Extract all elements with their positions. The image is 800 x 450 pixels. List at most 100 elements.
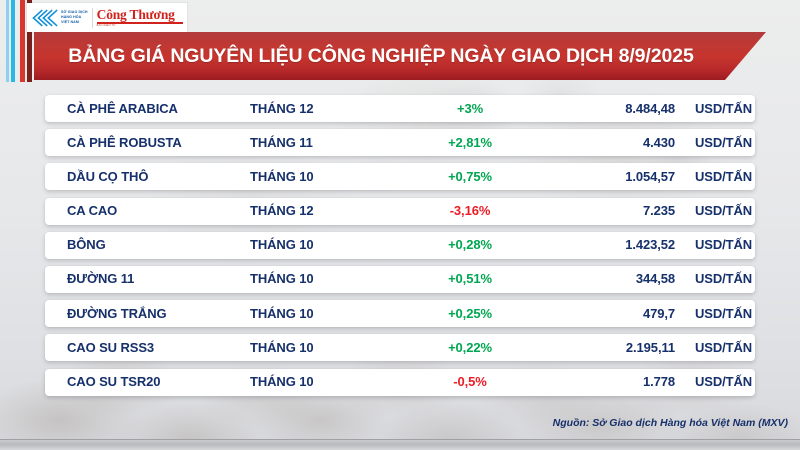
source-note: Nguồn: Sở Giao dịch Hàng hóa Việt Nam (M…: [552, 417, 788, 429]
commodity-name-cell: BÔNG: [45, 236, 250, 254]
stripe-dark-red: [27, 0, 32, 82]
commodity-name-text: CAO SU TSR20: [67, 374, 161, 389]
price-value-text: 1.423,52: [625, 237, 675, 253]
price-unit-cell: USD/TẤN: [675, 168, 755, 186]
table-row: CÀ PHÊ ARABICA THÁNG 12 +3% 8.484,48 USD/TẤN: [45, 95, 755, 122]
price-change-cell: +0,22%: [400, 339, 540, 357]
price-change-text: +0,22%: [448, 339, 492, 355]
logo-divider: [91, 7, 93, 28]
price-unit-text: USD/TẤN: [695, 203, 753, 219]
commodity-name-cell: ĐƯỜNG TRẮNG: [45, 305, 250, 323]
price-value-text: 344,58: [635, 271, 675, 287]
commodity-name-cell: CA CAO: [45, 202, 250, 220]
price-change-text: +0,51%: [448, 271, 492, 287]
price-value-text: 2.195,11: [625, 339, 675, 355]
price-value-cell: 4.430: [540, 134, 675, 152]
commodity-name-cell: ĐƯỜNG 11: [45, 270, 250, 288]
mxv-line-2: HÀNG HÓA: [61, 15, 82, 20]
contract-month-cell: THÁNG 12: [250, 202, 400, 220]
accent-stripes: [0, 0, 46, 82]
price-change-cell: +0,25%: [400, 305, 540, 323]
price-unit-cell: USD/TẤN: [675, 100, 755, 118]
price-value-cell: 2.195,11: [540, 339, 675, 357]
price-value-text: 1.778: [642, 374, 675, 389]
commodity-name-text: ĐƯỜNG 11: [67, 271, 135, 287]
contract-month-cell: THÁNG 10: [250, 236, 400, 254]
commodity-name-cell: CAO SU RSS3: [45, 339, 250, 357]
stripe-red: [20, 0, 25, 82]
price-value-text: 7.235: [642, 203, 675, 219]
commodity-name-text: CAO SU RSS3: [67, 339, 155, 355]
price-unit-cell: USD/TẤN: [675, 305, 755, 323]
contract-month-text: THÁNG 12: [250, 203, 314, 219]
price-unit-cell: USD/TẤN: [675, 373, 755, 391]
table-row: CAO SU TSR20 THÁNG 10 -0,5% 1.778 USD/TẤN: [45, 368, 755, 396]
price-value-cell: 1.778: [540, 373, 675, 391]
price-change-text: +2,81%: [448, 134, 492, 150]
price-change-cell: -0,5%: [400, 373, 540, 391]
contract-month-text: THÁNG 12: [250, 100, 314, 116]
price-unit-cell: USD/TẤN: [675, 270, 755, 288]
price-change-cell: +2,81%: [400, 134, 540, 152]
table-row: CAO SU RSS3 THÁNG 10 +0,22% 2.195,11 USD/TẤN: [45, 334, 755, 362]
table-row: CÀ PHÊ ROBUSTA THÁNG 11 +2,81% 4.430 USD/TẤN: [45, 129, 755, 157]
commodity-name-text: DẦU CỌ THÔ: [67, 168, 149, 184]
price-value-cell: 479,7: [540, 305, 675, 323]
price-value-cell: 8.484,48: [540, 100, 675, 118]
contract-month-text: THÁNG 11: [250, 134, 313, 150]
commodity-name-text: BÔNG: [67, 237, 106, 253]
price-value-cell: 7.235: [540, 202, 675, 220]
price-change-text: +3%: [456, 100, 484, 116]
price-change-cell: +0,75%: [400, 168, 540, 186]
contract-month-text: THÁNG 10: [250, 305, 314, 321]
price-value-cell: 1.423,52: [540, 236, 675, 254]
contract-month-text: THÁNG 10: [250, 339, 314, 355]
commodity-name-cell: CÀ PHÊ ROBUSTA: [45, 134, 250, 152]
congthuong-logo: Công Thương BÁO ĐIỆN TỬ: [96, 6, 183, 28]
contract-month-text: THÁNG 10: [250, 237, 314, 253]
contract-month-text: THÁNG 10: [250, 168, 314, 184]
table-row: DẦU CỌ THÔ THÁNG 10 +0,75% 1.054,57 USD/TẤN: [45, 163, 755, 191]
contract-month-cell: THÁNG 10: [250, 305, 400, 323]
price-unit-cell: USD/TẤN: [675, 236, 755, 254]
stripe-light-blue: [6, 0, 9, 82]
commodity-name-cell: CAO SU TSR20: [45, 373, 250, 391]
contract-month-cell: THÁNG 10: [250, 339, 400, 357]
commodity-name-text: ĐƯỜNG TRẮNG: [67, 305, 167, 321]
commodity-name-text: CA CAO: [67, 203, 118, 219]
mxv-wordmark: SỞ GIAO DỊCH HÀNG HÓA VIỆT NAM: [59, 10, 88, 25]
price-change-cell: +0,28%: [400, 236, 540, 254]
mxv-line-1: SỞ GIAO DỊCH: [61, 10, 88, 15]
price-unit-text: USD/TẤN: [695, 339, 753, 355]
page-title: BẢNG GIÁ NGUYÊN LIỆU CÔNG NGHIỆP NGÀY GI…: [68, 44, 694, 67]
price-value-text: 1.054,57: [625, 168, 675, 184]
price-value-cell: 1.054,57: [540, 168, 675, 186]
contract-month-cell: THÁNG 11: [250, 134, 400, 152]
price-change-text: +0,25%: [448, 305, 492, 321]
price-unit-text: USD/TẤN: [695, 100, 753, 116]
mxv-wave-logo-icon: [31, 8, 59, 28]
price-change-text: +0,28%: [448, 237, 492, 253]
price-value-text: 479,7: [642, 305, 675, 321]
logo-plate: SỞ GIAO DỊCH HÀNG HÓA VIỆT NAM Công Thươ…: [27, 3, 187, 32]
commodity-name-cell: CÀ PHÊ ARABICA: [45, 100, 250, 118]
price-change-text: -3,16%: [449, 203, 491, 219]
contract-month-cell: THÁNG 12: [250, 100, 400, 118]
price-change-cell: +3%: [400, 100, 540, 118]
table-row: ĐƯỜNG 11 THÁNG 10 +0,51% 344,58 USD/TẤN: [45, 265, 755, 293]
mxv-line-3: VIỆT NAM: [61, 19, 79, 24]
contract-month-text: THÁNG 10: [250, 271, 314, 287]
contract-month-cell: THÁNG 10: [250, 373, 400, 391]
price-unit-text: USD/TẤN: [695, 374, 753, 389]
price-unit-cell: USD/TẤN: [675, 339, 755, 357]
stripe-cyan: [11, 0, 15, 82]
contract-month-text: THÁNG 10: [250, 374, 314, 389]
price-change-cell: -3,16%: [400, 202, 540, 220]
price-value-text: 8.484,48: [625, 100, 675, 116]
price-unit-text: USD/TẤN: [695, 271, 753, 287]
table-row: ĐƯỜNG TRẮNG THÁNG 10 +0,25% 479,7 USD/TẤN: [45, 300, 755, 328]
price-table: CÀ PHÊ ARABICA THÁNG 12 +3% 8.484,48 USD/TẤN…: [45, 95, 755, 403]
commodity-name-text: CÀ PHÊ ROBUSTA: [67, 134, 182, 150]
congthuong-name: Công Thương: [96, 6, 175, 22]
price-unit-text: USD/TẤN: [695, 237, 753, 253]
